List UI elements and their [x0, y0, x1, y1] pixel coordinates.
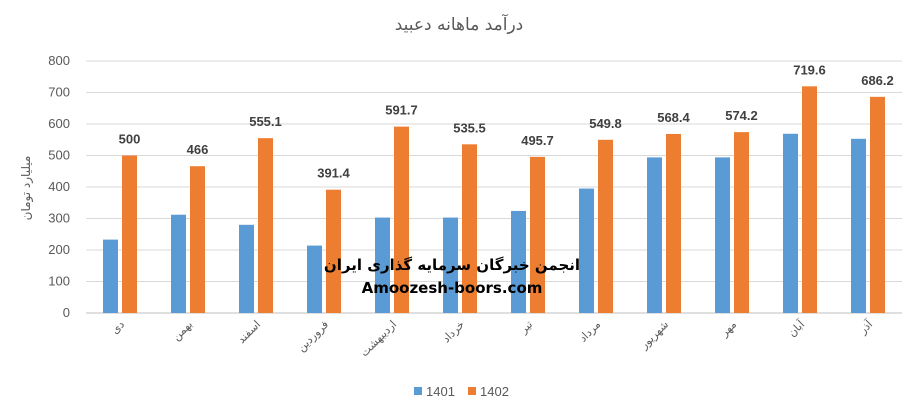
data-label: 555.1	[249, 114, 282, 129]
bar-1401-4	[375, 217, 390, 313]
legend: 1401 1402	[414, 384, 509, 399]
bar-1401-1	[171, 214, 186, 313]
legend-swatch-1401	[414, 387, 422, 395]
data-label: 719.6	[793, 62, 826, 77]
watermark-url: Amoozesh-boors.com	[362, 279, 543, 297]
data-label: 495.7	[521, 133, 554, 148]
x-tick-label: فروردین	[295, 318, 331, 354]
x-tick-label: اسفند	[235, 318, 263, 346]
data-label: 686.2	[861, 73, 894, 88]
x-tick-label: مرداد	[576, 318, 603, 345]
bar-1401-7	[579, 188, 594, 313]
x-tick-label: تیر	[516, 318, 535, 337]
bar-1402-1	[190, 166, 205, 313]
bar-1402-7	[598, 139, 613, 313]
x-tick-label: خرداد	[440, 318, 467, 345]
y-tick-label: 200	[48, 242, 70, 257]
data-label: 574.2	[725, 108, 758, 123]
bar-1402-10	[802, 86, 817, 314]
bar-1402-8	[666, 133, 681, 313]
bar-1402-9	[734, 132, 749, 313]
bar-1402-2	[258, 138, 273, 313]
y-tick-label: 500	[48, 148, 70, 163]
legend-label: 1402	[480, 384, 509, 399]
legend-label: 1401	[426, 384, 455, 399]
bar-1401-5	[443, 217, 458, 313]
x-tick-label: اردیبهشت	[358, 318, 399, 359]
y-tick-label: 400	[48, 179, 70, 194]
bar-1402-11	[870, 96, 885, 313]
bar-1402-0	[122, 155, 137, 313]
gridlines	[86, 60, 902, 314]
x-tick-label: شهریور	[637, 318, 671, 352]
y-tick-label: 800	[48, 53, 70, 68]
bar-1402-6	[530, 156, 545, 313]
bars	[103, 86, 885, 314]
bar-1401-0	[103, 239, 118, 313]
y-tick-label: 600	[48, 116, 70, 131]
bar-1401-11	[851, 138, 866, 313]
data-label: 535.5	[453, 120, 486, 135]
x-tick-label: مهر	[717, 318, 739, 340]
bar-1401-8	[647, 157, 662, 313]
x-tick-label: بهمن	[170, 318, 195, 343]
bar-1401-10	[783, 133, 798, 313]
data-label: 500	[119, 132, 141, 147]
bar-1401-9	[715, 157, 730, 313]
x-tick-label: دی	[108, 318, 127, 337]
y-axis-label: میلیارد تومان	[19, 156, 34, 221]
data-label: 466	[187, 142, 209, 157]
y-tick-label: 300	[48, 211, 70, 226]
y-tick-label: 0	[63, 305, 70, 320]
y-axis-ticks: 0 100 200 300 400 500 600 700 800	[48, 53, 70, 320]
bar-1402-4	[394, 126, 409, 313]
legend-swatch-1402	[468, 387, 476, 395]
bar-1401-3	[307, 245, 322, 313]
chart-title: درآمد ماهانه دعبید	[395, 13, 524, 35]
bar-1402-5	[462, 144, 477, 313]
bar-1401-2	[239, 224, 254, 313]
x-tick-label: آذر	[855, 317, 876, 338]
watermark-title: انجمن خبرگان سرمایه گذاری ایران	[324, 256, 580, 274]
y-tick-label: 100	[48, 274, 70, 289]
data-label: 391.4	[317, 166, 350, 181]
data-label: 591.7	[385, 103, 418, 118]
data-label: 568.4	[657, 110, 690, 125]
category-labels: دی بهمن اسفند فروردین اردیبهشت خرداد تیر مرداد ش…	[108, 317, 875, 360]
data-labels: 500 466 555.1 391.4 591.7 535.5 495.7 549.8 568.…	[119, 62, 894, 180]
x-tick-label: آبان	[785, 317, 808, 340]
bar-1401-6	[511, 210, 526, 313]
bar-1402-3	[326, 189, 341, 313]
data-label: 549.8	[589, 116, 622, 131]
y-tick-label: 700	[48, 85, 70, 100]
